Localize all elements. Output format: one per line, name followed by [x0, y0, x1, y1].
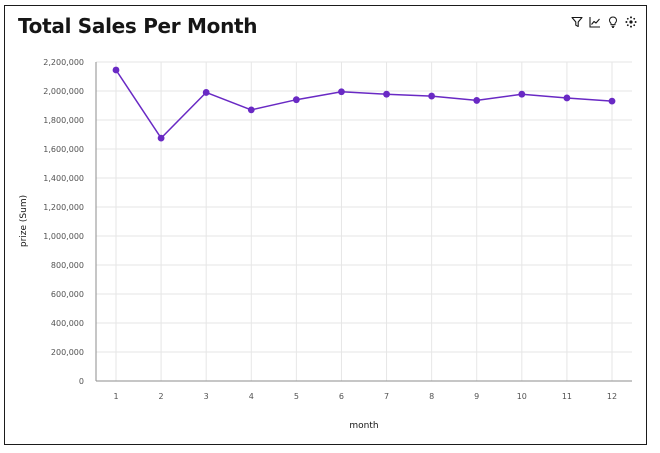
y-tick-label: 1,800,000	[43, 116, 84, 125]
x-tick-label: 6	[339, 392, 344, 401]
x-tick-label: 5	[294, 392, 299, 401]
x-axis-title: month	[349, 421, 378, 431]
y-tick-label: 0	[79, 377, 84, 386]
data-point[interactable]	[563, 94, 571, 102]
y-tick-label: 800,000	[51, 261, 84, 270]
x-tick-label: 8	[429, 392, 434, 401]
y-tick-label: 1,600,000	[43, 145, 84, 154]
data-points	[112, 66, 616, 142]
chart-panel: Total Sales Per Month	[4, 5, 647, 445]
data-point[interactable]	[247, 106, 255, 114]
chart-type-button[interactable]	[587, 14, 602, 29]
y-tick-label: 1,000,000	[43, 232, 84, 241]
series-line	[115, 69, 613, 139]
data-point[interactable]	[383, 90, 390, 98]
data-point[interactable]	[518, 90, 526, 98]
data-point[interactable]	[608, 97, 616, 105]
insights-button[interactable]	[605, 14, 620, 29]
series-line-layer	[115, 69, 613, 139]
filter-icon	[570, 16, 583, 27]
y-tick-label: 2,000,000	[43, 87, 84, 96]
data-point[interactable]	[157, 134, 165, 142]
data-point[interactable]	[112, 66, 120, 74]
y-tick-label: 1,400,000	[43, 174, 84, 183]
x-tick-label: 10	[517, 392, 527, 401]
y-tick-label: 2,200,000	[43, 58, 84, 67]
x-tick-label: 1	[113, 392, 118, 401]
y-tick-label: 600,000	[51, 290, 84, 299]
settings-button[interactable]	[623, 14, 638, 29]
x-tick-label: 3	[204, 392, 209, 401]
x-tick-label: 9	[474, 392, 479, 401]
x-tick-label: 11	[562, 392, 572, 401]
data-point[interactable]	[202, 89, 210, 96]
line-chart-icon	[588, 16, 600, 28]
y-tick-label: 1,200,000	[43, 203, 84, 212]
chart-title: Total Sales Per Month	[18, 14, 258, 38]
x-tick-label: 2	[159, 392, 164, 401]
x-tick-label: 4	[249, 392, 254, 401]
axes: 0 200,000 400,000 600,000 800,000 1,000,000 1,…	[43, 58, 632, 401]
filter-button[interactable]	[569, 14, 584, 29]
data-point[interactable]	[428, 92, 436, 100]
data-point[interactable]	[473, 97, 481, 104]
y-axis-title: prize (Sum)	[19, 195, 29, 247]
y-tick-label: 400,000	[51, 319, 84, 328]
chart-toolbar	[569, 14, 638, 29]
data-point[interactable]	[338, 88, 345, 96]
settings-icon	[624, 15, 637, 28]
x-tick-label: 7	[384, 392, 389, 401]
y-tick-label: 200,000	[51, 348, 84, 357]
lightbulb-icon	[608, 15, 617, 28]
x-tick-label: 12	[607, 392, 617, 401]
data-point[interactable]	[292, 96, 300, 104]
grid-lines	[96, 61, 632, 381]
